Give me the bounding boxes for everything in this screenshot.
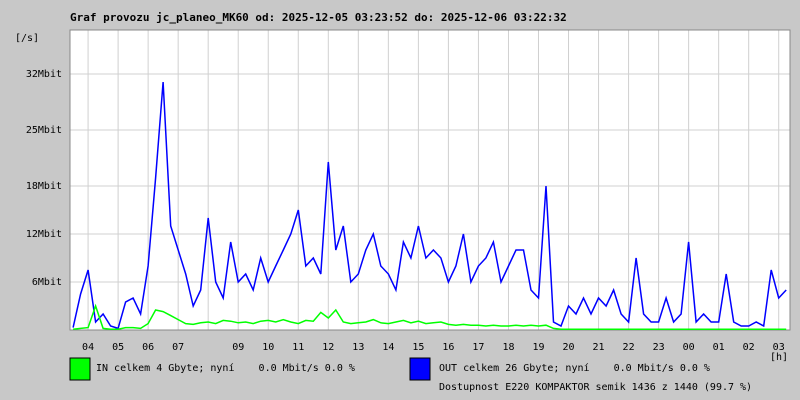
x-tick-label: 00 xyxy=(683,342,695,353)
x-tick-label: 16 xyxy=(442,342,454,353)
x-tick-label: 21 xyxy=(593,342,605,353)
legend-label: IN celkem 4 Gbyte; nyní 0.0 Mbit/s 0.0 % xyxy=(96,362,355,374)
plot-frame xyxy=(69,29,791,331)
x-tick-label: 11 xyxy=(292,342,304,353)
legend-swatch xyxy=(409,357,431,381)
y-tick-label: 6Mbit xyxy=(32,277,62,288)
y-tick-label: 12Mbit xyxy=(26,229,62,240)
x-tick-label: 04 xyxy=(82,342,94,353)
x-tick-label: 14 xyxy=(382,342,394,353)
y-tick-label: 25Mbit xyxy=(26,125,62,136)
series-line xyxy=(72,81,787,330)
x-axis-label: [h] xyxy=(770,352,788,363)
x-tick-label: 01 xyxy=(713,342,725,353)
x-tick-label: 19 xyxy=(532,342,544,353)
x-tick-label: 22 xyxy=(623,342,635,353)
legend: OUT celkem 26 Gbyte; nyní 0.0 Mbit/s 0.0… xyxy=(69,357,752,393)
x-tick-label: 07 xyxy=(172,342,184,353)
series-line xyxy=(73,303,787,330)
x-tick-label: 15 xyxy=(412,342,424,353)
plot-area xyxy=(70,30,790,330)
x-tick-label: 05 xyxy=(112,342,124,353)
x-tick-label: 02 xyxy=(743,342,755,353)
legend-label: OUT celkem 26 Gbyte; nyní 0.0 Mbit/s 0.0… xyxy=(439,362,710,374)
marks xyxy=(72,81,787,330)
x-tick-label: 13 xyxy=(352,342,364,353)
chart-title: Graf provozu jc_planeo_MK60 od: 2025-12-… xyxy=(70,11,567,24)
x-tick-label: 06 xyxy=(142,342,154,353)
x-tick-label: 23 xyxy=(653,342,665,353)
y-axis-label: [/s] xyxy=(15,33,39,44)
x-tick-label: 03 xyxy=(773,342,785,353)
x-tick-label: 12 xyxy=(322,342,334,353)
y-tick-label: 32Mbit xyxy=(26,69,62,80)
x-tick-label: 20 xyxy=(562,342,574,353)
x-tick-label: 17 xyxy=(472,342,484,353)
availability-note: Dostupnost E220 KOMPAKTOR semik 1436 z 1… xyxy=(439,382,752,393)
x-tick-label: 18 xyxy=(502,342,514,353)
y-tick-label: 18Mbit xyxy=(26,181,62,192)
x-tick-label: 09 xyxy=(232,342,244,353)
legend-swatch xyxy=(69,357,91,381)
x-tick-label: 10 xyxy=(262,342,274,353)
grid: 6Mbit 12Mbit 18Mbit 25Mbit 32Mbit 04 05 06 07 09 1… xyxy=(26,29,791,353)
